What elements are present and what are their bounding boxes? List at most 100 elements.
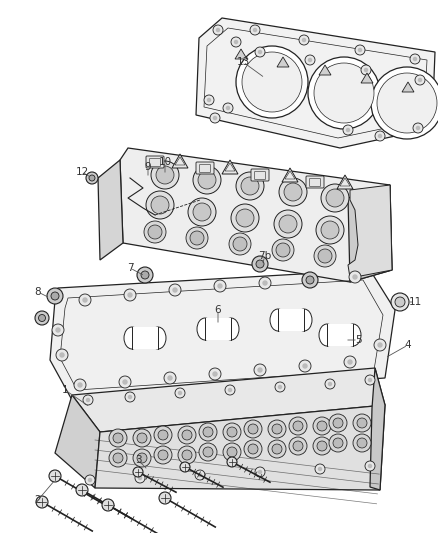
Circle shape xyxy=(213,25,223,35)
Circle shape xyxy=(279,178,307,206)
Circle shape xyxy=(210,113,220,123)
Circle shape xyxy=(154,426,172,444)
Circle shape xyxy=(352,274,358,280)
Polygon shape xyxy=(120,148,392,282)
Circle shape xyxy=(51,292,59,300)
Circle shape xyxy=(371,67,438,139)
Circle shape xyxy=(36,496,48,508)
Circle shape xyxy=(321,184,349,212)
Polygon shape xyxy=(361,73,373,83)
Circle shape xyxy=(39,314,46,321)
Circle shape xyxy=(299,360,311,372)
Circle shape xyxy=(293,441,303,451)
Circle shape xyxy=(138,476,142,480)
Circle shape xyxy=(413,123,423,133)
Circle shape xyxy=(217,284,223,289)
Circle shape xyxy=(272,239,294,261)
Circle shape xyxy=(284,183,302,201)
Circle shape xyxy=(77,382,83,387)
Circle shape xyxy=(254,364,266,376)
Circle shape xyxy=(242,52,302,112)
Circle shape xyxy=(216,28,220,33)
Circle shape xyxy=(302,364,308,369)
FancyBboxPatch shape xyxy=(196,162,214,174)
Circle shape xyxy=(102,499,114,511)
Polygon shape xyxy=(98,160,123,260)
Circle shape xyxy=(109,429,127,447)
Circle shape xyxy=(307,277,313,282)
Circle shape xyxy=(133,467,143,477)
Polygon shape xyxy=(402,82,414,92)
Circle shape xyxy=(358,48,362,52)
Circle shape xyxy=(225,385,235,395)
Circle shape xyxy=(318,249,332,263)
Circle shape xyxy=(122,379,128,385)
Circle shape xyxy=(148,225,162,239)
Circle shape xyxy=(207,98,211,102)
Circle shape xyxy=(212,372,218,377)
Circle shape xyxy=(315,464,325,474)
Circle shape xyxy=(361,65,371,75)
Circle shape xyxy=(410,54,420,64)
Polygon shape xyxy=(196,18,435,148)
Circle shape xyxy=(137,267,153,283)
Circle shape xyxy=(52,324,64,336)
Ellipse shape xyxy=(124,327,140,349)
Circle shape xyxy=(227,427,237,437)
Circle shape xyxy=(133,449,151,467)
Circle shape xyxy=(244,440,262,458)
Circle shape xyxy=(368,378,372,382)
Circle shape xyxy=(178,446,196,464)
Circle shape xyxy=(253,28,257,33)
Circle shape xyxy=(151,161,179,189)
Circle shape xyxy=(289,417,307,435)
Circle shape xyxy=(329,414,347,432)
Polygon shape xyxy=(95,405,385,490)
Circle shape xyxy=(178,391,182,395)
Circle shape xyxy=(234,40,238,44)
Circle shape xyxy=(415,75,425,85)
Circle shape xyxy=(154,446,172,464)
Circle shape xyxy=(193,203,211,221)
Ellipse shape xyxy=(270,309,286,331)
Polygon shape xyxy=(132,327,158,349)
Circle shape xyxy=(233,237,247,251)
Circle shape xyxy=(156,166,174,184)
Circle shape xyxy=(317,441,327,451)
Circle shape xyxy=(109,449,127,467)
Ellipse shape xyxy=(197,318,213,340)
Circle shape xyxy=(79,294,91,306)
Circle shape xyxy=(276,243,290,257)
Circle shape xyxy=(228,387,232,392)
Polygon shape xyxy=(319,65,331,75)
Circle shape xyxy=(204,95,214,105)
Polygon shape xyxy=(278,309,304,331)
Circle shape xyxy=(231,37,241,47)
Circle shape xyxy=(125,392,135,402)
Text: 5: 5 xyxy=(355,335,361,345)
Circle shape xyxy=(124,289,136,301)
Circle shape xyxy=(236,172,264,200)
Circle shape xyxy=(347,359,353,365)
Circle shape xyxy=(241,177,259,195)
Circle shape xyxy=(213,116,217,120)
Circle shape xyxy=(314,63,374,123)
Circle shape xyxy=(137,453,147,463)
Circle shape xyxy=(199,423,217,441)
Polygon shape xyxy=(370,368,385,490)
Circle shape xyxy=(146,191,174,219)
Text: 10: 10 xyxy=(159,157,172,167)
Circle shape xyxy=(255,467,265,477)
Polygon shape xyxy=(282,168,298,182)
Circle shape xyxy=(164,372,176,384)
Text: 12: 12 xyxy=(75,167,88,177)
Circle shape xyxy=(349,271,361,283)
Circle shape xyxy=(59,352,65,358)
Circle shape xyxy=(357,438,367,448)
Text: 7b: 7b xyxy=(258,251,272,261)
Text: 11: 11 xyxy=(408,297,422,307)
Circle shape xyxy=(56,349,68,361)
Polygon shape xyxy=(327,324,353,346)
Circle shape xyxy=(318,467,322,471)
Circle shape xyxy=(209,368,221,380)
